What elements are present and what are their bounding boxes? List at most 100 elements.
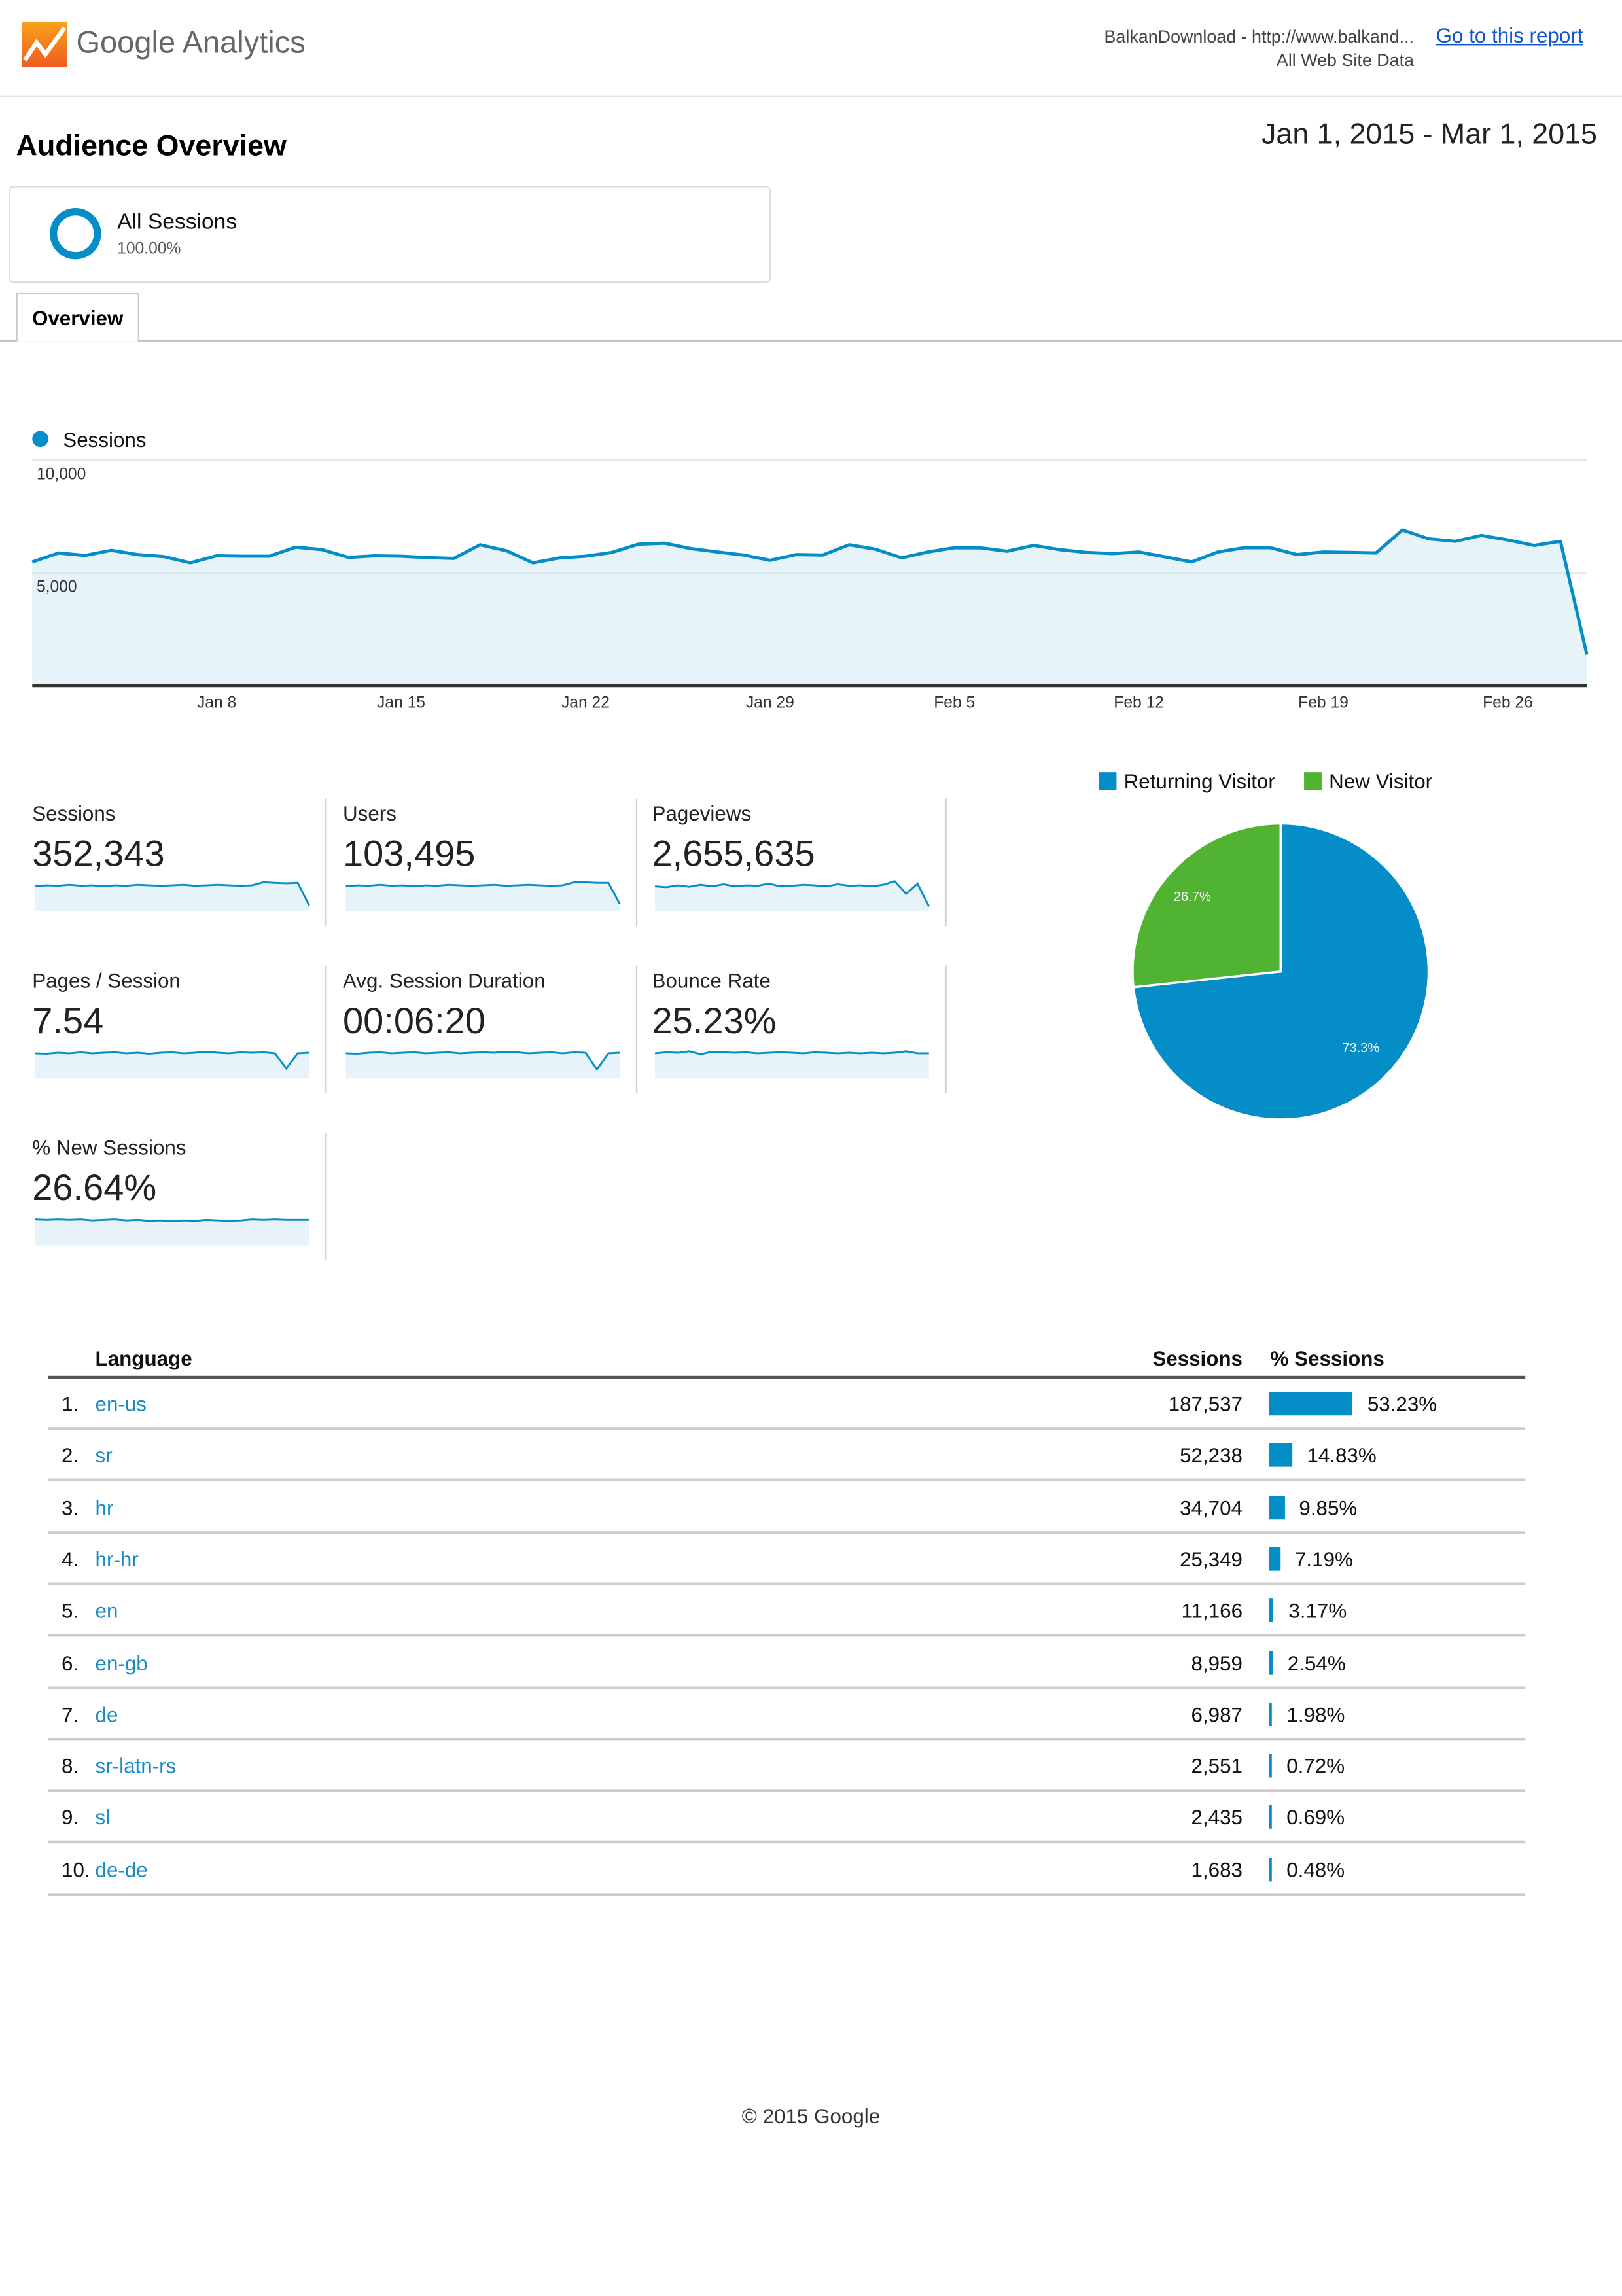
pct-sessions-bar (1269, 1599, 1274, 1623)
column-header-sessions[interactable]: Sessions (1152, 1347, 1243, 1370)
language-link[interactable]: de (96, 1703, 118, 1726)
x-tick-label: Feb 5 (911, 694, 998, 712)
column-header-pct-sessions[interactable]: % Sessions (1271, 1347, 1384, 1370)
language-link[interactable]: de-de (96, 1858, 148, 1881)
row-sessions: 8,959 (1191, 1651, 1243, 1674)
sparkline-area (345, 1051, 620, 1078)
metric-sparkline (655, 1043, 930, 1080)
pct-sessions-bar (1269, 1651, 1273, 1674)
row-rank: 8. (62, 1754, 79, 1778)
row-pct-sessions: 0.69% (1286, 1806, 1345, 1829)
row-pct-sessions: 0.72% (1286, 1754, 1345, 1778)
metric-value: 2,655,635 (652, 834, 815, 876)
metric-label: % New Sessions (32, 1136, 186, 1159)
sparkline-area (35, 1220, 309, 1246)
row-sessions: 52,238 (1180, 1443, 1243, 1467)
tab-divider (0, 340, 1622, 342)
sessions-line-chart (0, 440, 1622, 703)
go-to-report-link[interactable]: Go to this report (1436, 24, 1583, 47)
logo-text: Google Analytics (76, 26, 305, 62)
new-visitor-legend-label: New Visitor (1329, 769, 1432, 793)
tab-overview[interactable]: Overview (16, 293, 139, 342)
metric-divider (325, 798, 326, 926)
metric-label: Avg. Session Duration (343, 968, 546, 992)
row-sessions: 1,683 (1191, 1858, 1243, 1881)
segment-name: All Sessions (117, 209, 237, 234)
row-rank: 3. (62, 1496, 79, 1519)
column-header-language[interactable]: Language (96, 1347, 192, 1370)
metric-sparkline (655, 876, 930, 913)
pct-sessions-bar (1269, 1703, 1272, 1726)
language-link[interactable]: en (96, 1599, 118, 1623)
sparkline-area (35, 882, 309, 911)
y-tick-label: 10,000 (37, 466, 86, 484)
row-pct-sessions: 3.17% (1288, 1599, 1347, 1623)
x-tick-label: Jan 22 (542, 694, 629, 712)
metric-value: 25.23% (652, 1001, 777, 1044)
metric-divider (325, 966, 326, 1093)
language-link[interactable]: hr-hr (96, 1547, 139, 1571)
x-tick-label: Jan 15 (357, 694, 445, 712)
row-pct-sessions: 7.19% (1295, 1547, 1353, 1571)
row-pct-sessions: 1.98% (1286, 1703, 1345, 1726)
row-rank: 4. (62, 1547, 79, 1571)
metric-label: Bounce Rate (652, 968, 771, 992)
metric-value: 26.64% (32, 1168, 156, 1210)
language-link[interactable]: hr (96, 1496, 114, 1519)
metric-label: Sessions (32, 802, 115, 825)
metric-divider (945, 798, 946, 926)
x-tick-label: Feb 12 (1095, 694, 1182, 712)
metric-value: 7.54 (32, 1001, 103, 1044)
row-sessions: 2,435 (1191, 1806, 1243, 1829)
metric-sparkline (35, 1210, 311, 1247)
pct-sessions-bar (1269, 1443, 1292, 1467)
x-tick-label: Feb 19 (1279, 694, 1367, 712)
pie-slice-label-new: 26.7% (1174, 889, 1211, 904)
row-rank: 2. (62, 1443, 79, 1467)
row-rank: 1. (62, 1392, 79, 1415)
property-info: BalkanDownload - http://www.balkand... A… (1104, 25, 1414, 72)
metric-value: 00:06:20 (343, 1001, 485, 1044)
metric-label: Pages / Session (32, 968, 181, 992)
metric-label: Users (343, 802, 397, 825)
row-sessions: 6,987 (1191, 1703, 1243, 1726)
language-link[interactable]: sr (96, 1443, 113, 1467)
metric-divider (636, 966, 637, 1093)
metric-sparkline (345, 1043, 621, 1080)
row-pct-sessions: 53.23% (1367, 1392, 1437, 1415)
returning-visitor-legend-swatch (1099, 772, 1117, 790)
language-link[interactable]: en-gb (96, 1651, 148, 1674)
date-range[interactable]: Jan 1, 2015 - Mar 1, 2015 (1261, 118, 1597, 152)
row-sessions: 187,537 (1169, 1392, 1243, 1415)
row-rank: 9. (62, 1806, 79, 1829)
sparkline-area (655, 1051, 929, 1078)
pct-sessions-bar (1269, 1754, 1271, 1778)
sparkline-area (35, 1051, 309, 1078)
x-tick-label: Jan 8 (173, 694, 260, 712)
language-link[interactable]: en-us (96, 1392, 147, 1415)
metric-sparkline (35, 1043, 311, 1080)
page-title: Audience Overview (16, 130, 287, 164)
metric-label: Pageviews (652, 802, 752, 825)
row-sessions: 25,349 (1180, 1547, 1243, 1571)
x-tick-label: Jan 29 (726, 694, 814, 712)
table-row: 9. sl 2,435 0.69% (48, 1793, 1525, 1844)
language-link[interactable]: sl (96, 1806, 111, 1829)
row-sessions: 2,551 (1191, 1754, 1243, 1778)
x-tick-label: Feb 26 (1464, 694, 1551, 712)
row-sessions: 34,704 (1180, 1496, 1243, 1519)
pct-sessions-bar (1269, 1496, 1284, 1519)
language-link[interactable]: sr-latn-rs (96, 1754, 177, 1778)
metric-value: 103,495 (343, 834, 475, 876)
header-divider (0, 96, 1622, 97)
metric-divider (325, 1133, 326, 1260)
pie-slice-label-returning: 73.3% (1342, 1040, 1379, 1055)
metric-divider (945, 966, 946, 1093)
